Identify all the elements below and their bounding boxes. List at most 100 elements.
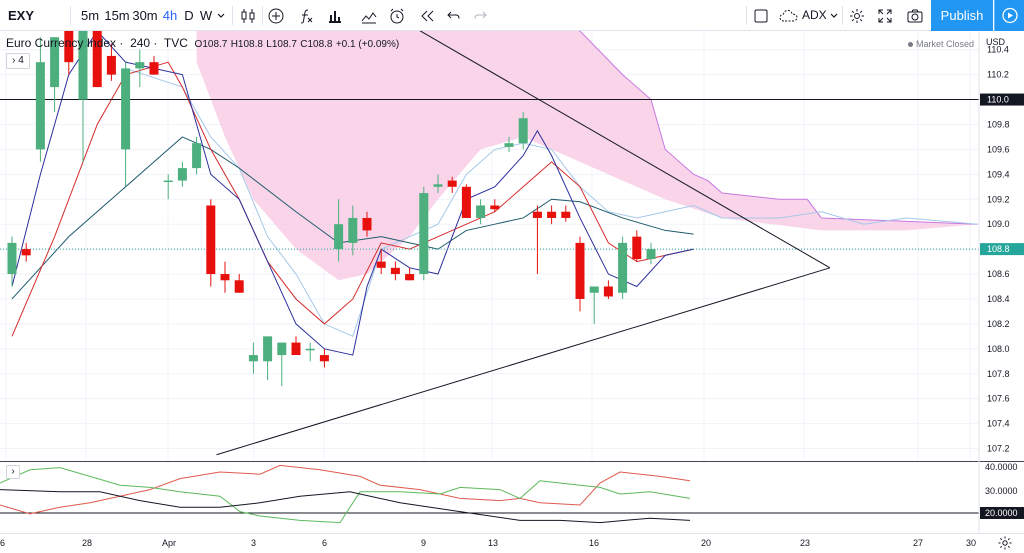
toolbar-divider <box>262 6 263 25</box>
candle-body <box>319 355 329 362</box>
price-tick: 109.0 <box>987 219 1010 229</box>
compare-button[interactable] <box>264 0 288 31</box>
date-label: 6 <box>322 538 328 548</box>
chart-legend: Euro Currency Index · 240 · TVC O108.7 H… <box>6 36 400 50</box>
interval-w[interactable]: W <box>199 8 213 23</box>
candle-body <box>192 143 202 169</box>
alert-button[interactable] <box>384 0 410 31</box>
candle-body <box>78 31 88 100</box>
candle-body <box>405 274 415 281</box>
toolbar-divider <box>70 6 71 25</box>
undo-icon <box>447 11 460 19</box>
chart-type-button[interactable] <box>236 0 260 31</box>
replay-button[interactable] <box>414 0 440 31</box>
candle-body <box>362 217 372 231</box>
indicators-button[interactable] <box>294 0 318 31</box>
layout-name[interactable]: ADX <box>802 8 827 22</box>
toolbar-divider <box>232 6 233 25</box>
candle-body <box>177 168 187 181</box>
templates-button[interactable] <box>356 0 382 31</box>
candle-body <box>334 224 344 250</box>
candle-body <box>35 62 45 150</box>
play-circle-icon <box>1002 7 1018 24</box>
legend-high: H108.8 <box>230 39 263 50</box>
trendline-lower[interactable] <box>216 267 831 456</box>
legend-interval: 240 <box>130 36 151 50</box>
alarm-clock-icon <box>390 8 404 24</box>
layout-button[interactable] <box>750 0 772 31</box>
date-label: 9 <box>421 538 427 548</box>
candle-body <box>476 205 486 218</box>
price-chart[interactable]: 110.4 110.2 110.0 109.8 109.6 109.4 109.2 109.0… <box>0 31 1024 461</box>
interval-15m[interactable]: 15m <box>104 8 130 23</box>
market-status: Market Closed <box>908 39 974 49</box>
cloud-save-button[interactable] <box>778 0 800 31</box>
market-status-text: Market Closed <box>916 39 975 49</box>
red-moving-average <box>11 61 694 337</box>
price-tick: 109.2 <box>987 194 1010 204</box>
fullscreen-button[interactable] <box>874 0 896 31</box>
adx-pane[interactable]: 40.0000 30.0000 20.0000 <box>0 461 1024 533</box>
undo-button[interactable] <box>442 0 466 31</box>
candle-body <box>64 31 74 63</box>
time-axis[interactable]: 6 28 Apr 3 6 9 13 16 20 23 27 30 <box>0 533 1024 553</box>
candle-body <box>618 242 628 293</box>
plus-circle-icon <box>268 8 284 24</box>
chevron-down-icon <box>217 13 225 18</box>
layout-dropdown[interactable] <box>828 0 840 31</box>
adx-pane-toggle[interactable]: › <box>6 465 20 479</box>
date-label: 3 <box>251 538 257 548</box>
currency-label[interactable]: USD <box>986 37 1006 47</box>
cloud-icon <box>779 9 798 22</box>
financials-button[interactable] <box>322 0 348 31</box>
price-tick: 109.4 <box>987 169 1010 179</box>
date-label: Apr <box>162 538 177 548</box>
axis-settings-gear-icon[interactable] <box>997 535 1013 551</box>
candle-body <box>461 186 471 218</box>
price-axis[interactable]: 110.4 110.2 110.0 109.8 109.6 109.4 109.2 109.0… <box>980 45 1024 454</box>
trendline-upper[interactable] <box>410 31 831 269</box>
candle-body <box>305 348 315 351</box>
date-label: 23 <box>800 538 811 548</box>
redo-icon <box>474 11 487 19</box>
publish-play-button[interactable] <box>994 0 1024 31</box>
price-tick: 108.0 <box>987 344 1010 354</box>
adx-tick-30: 30.0000 <box>985 486 1018 496</box>
legend-source: TVC <box>163 36 188 50</box>
adx-level-badge <box>980 507 1024 519</box>
interval-5m[interactable]: 5m <box>80 8 100 23</box>
settings-button[interactable] <box>846 0 868 31</box>
candle-body <box>376 261 386 268</box>
candle-body <box>575 242 585 299</box>
candle-body <box>646 249 656 260</box>
price-tick: 108.4 <box>987 294 1010 304</box>
snapshot-button[interactable] <box>904 0 926 31</box>
square-icon <box>754 9 768 23</box>
price-tick: 108.2 <box>987 319 1010 329</box>
indicator-count: 4 <box>18 55 24 66</box>
interval-d[interactable]: D <box>184 8 194 23</box>
candle-body <box>106 55 116 75</box>
candle-body <box>248 355 258 362</box>
candle-body <box>603 286 613 297</box>
date-label: 27 <box>913 538 924 548</box>
price-badge <box>980 243 1024 256</box>
symbol-search[interactable]: EXY <box>8 8 35 23</box>
candle-body <box>291 342 301 356</box>
interval-dropdown[interactable] <box>214 0 228 31</box>
adx-tick-40: 40.0000 <box>985 462 1018 472</box>
redo-button[interactable] <box>468 0 492 31</box>
indicators-toggle[interactable]: › 4 <box>6 53 30 69</box>
bar-chart-icon <box>329 11 341 23</box>
candle-body <box>263 336 273 362</box>
candle-body <box>632 236 642 260</box>
interval-4h[interactable]: 4h <box>162 8 178 23</box>
candles-icon <box>241 9 255 23</box>
interval-30m[interactable]: 30m <box>132 8 158 23</box>
plus-di-line <box>0 464 691 515</box>
candle-body <box>433 184 443 187</box>
publish-button[interactable]: Publish <box>931 0 993 31</box>
toolbar-divider <box>746 6 747 25</box>
candle-body <box>390 267 400 275</box>
candle-body <box>532 211 542 218</box>
